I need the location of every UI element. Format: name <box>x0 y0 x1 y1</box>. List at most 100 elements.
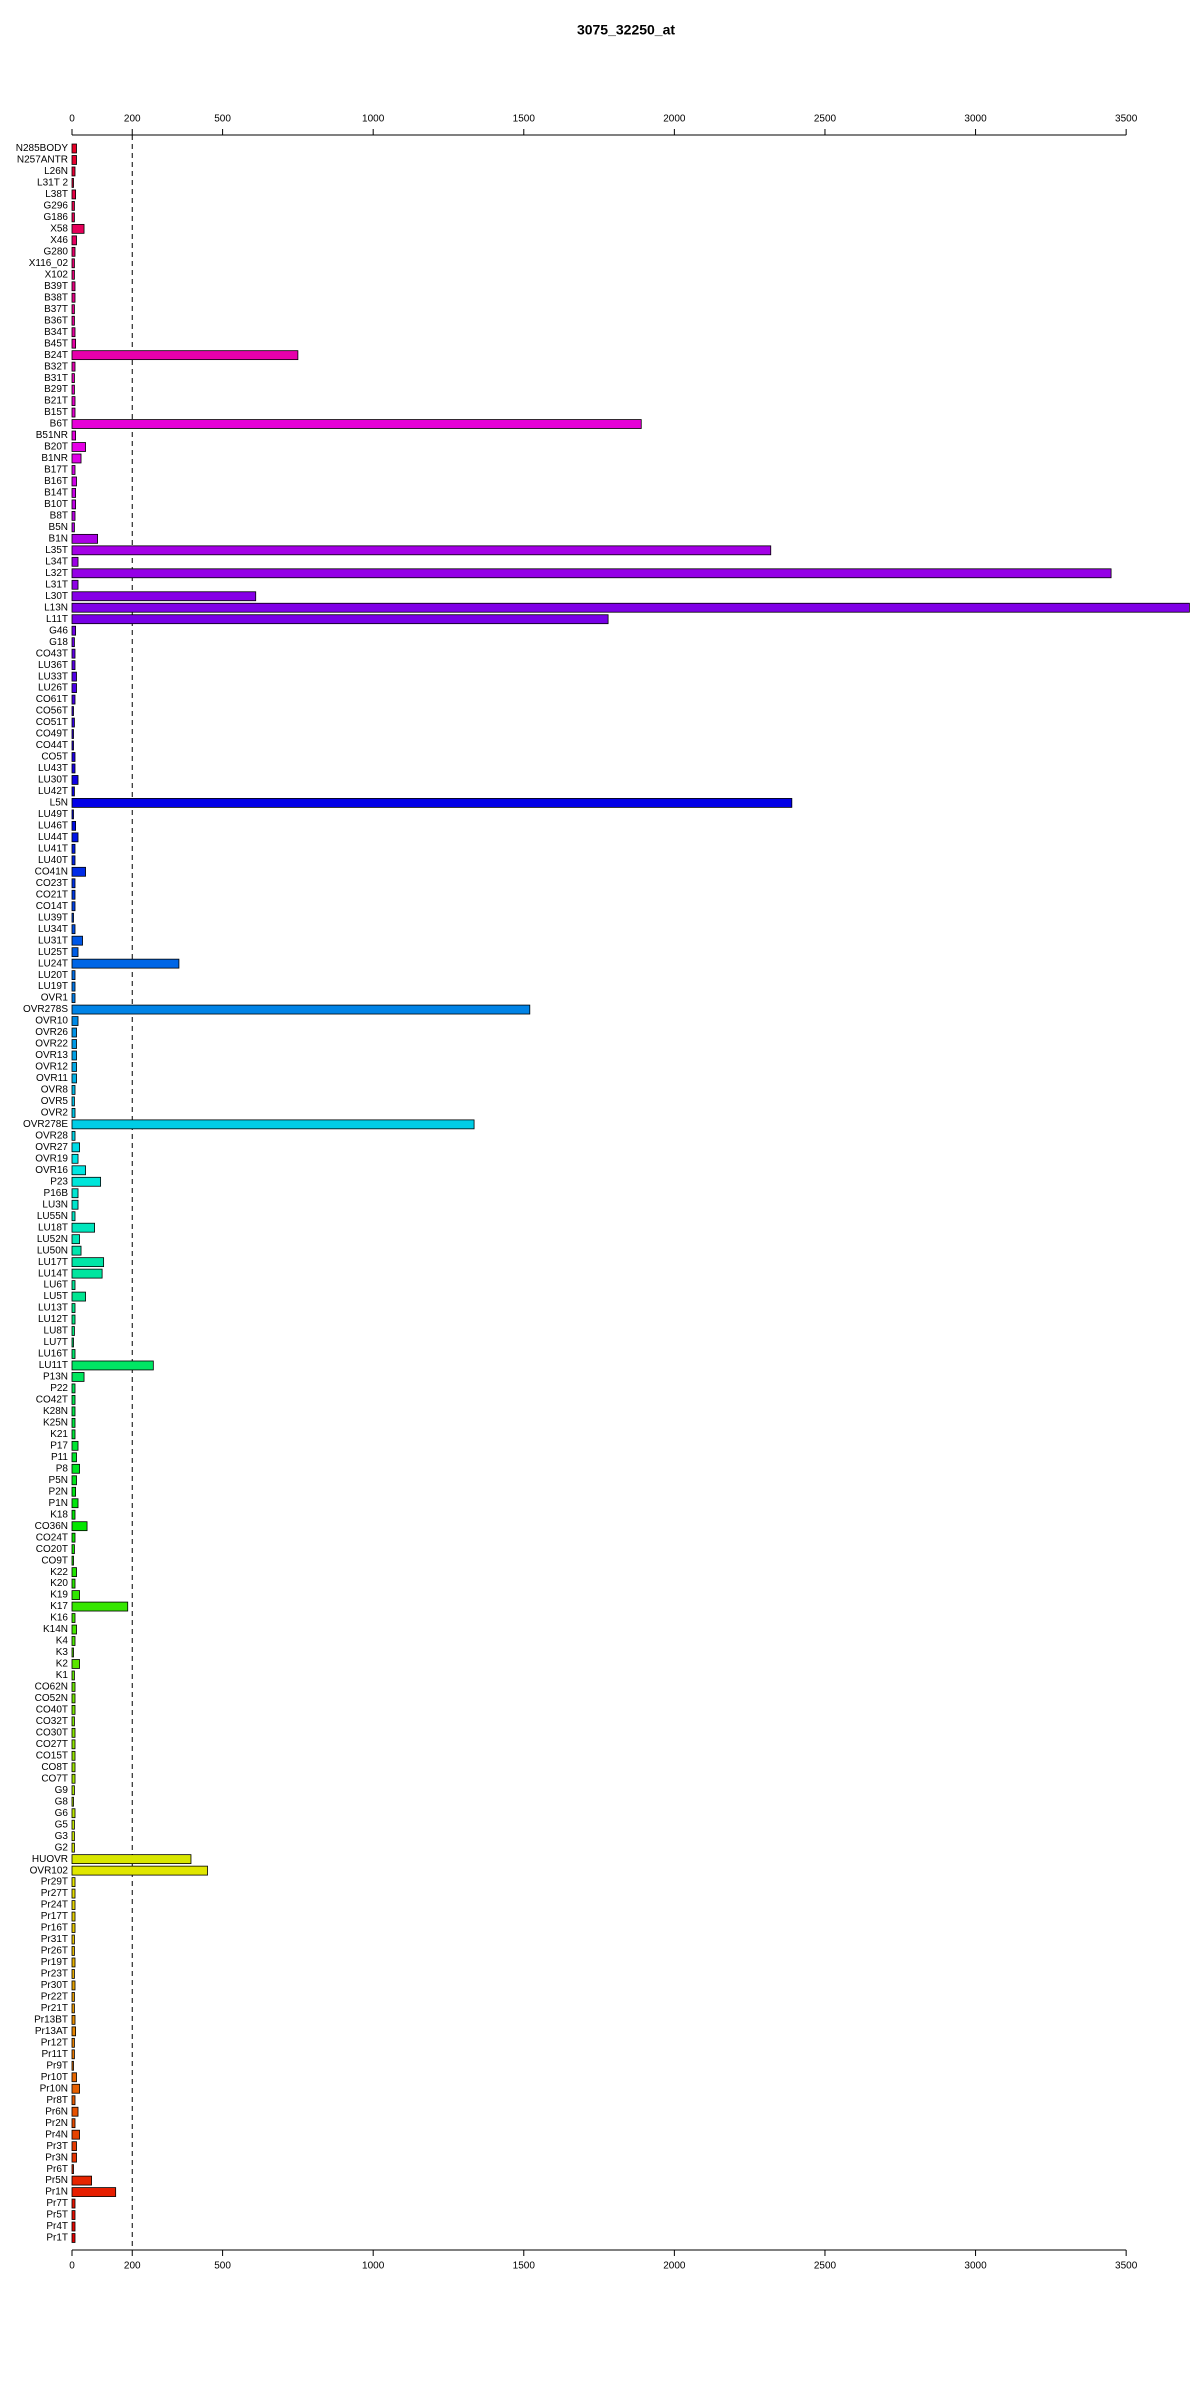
y-tick-label: LU16T <box>38 1349 68 1360</box>
x-tick-label: 3500 <box>1115 114 1138 125</box>
bar <box>71 1475 77 1486</box>
bar <box>71 1808 76 1819</box>
y-tick-label: LU8T <box>44 1326 68 1337</box>
y-tick-label: OVR16 <box>35 1165 68 1176</box>
bar <box>71 1647 74 1658</box>
y-tick-label: OVR10 <box>35 1016 68 1027</box>
y-tick-label: P13N <box>43 1372 68 1383</box>
y-tick-label: LU55N <box>37 1211 68 1222</box>
y-tick-label: L5N <box>50 798 68 809</box>
bar <box>71 1406 76 1417</box>
bar <box>71 1555 74 1566</box>
x-tick-label: 2500 <box>814 114 837 125</box>
bar <box>71 1050 77 1061</box>
y-tick-label: B21T <box>44 396 68 407</box>
y-tick-label: K19 <box>50 1590 68 1601</box>
bar <box>71 350 299 361</box>
y-tick-label: LU43T <box>38 763 68 774</box>
y-tick-label: K22 <box>50 1567 68 1578</box>
y-tick-label: CO40T <box>36 1705 68 1716</box>
y-tick-label: Pr10N <box>40 2083 68 2094</box>
y-tick-label: CO41N <box>35 866 68 877</box>
y-tick-label: CO24T <box>36 1532 68 1543</box>
y-tick-label: CO15T <box>36 1750 68 1761</box>
bar <box>71 2083 80 2094</box>
y-tick-label: B17T <box>44 465 68 476</box>
y-tick-label: G5 <box>55 1819 69 1830</box>
y-tick-label: K16 <box>50 1613 68 1624</box>
y-tick-label: L38T <box>45 189 68 200</box>
y-tick-label: CO44T <box>36 740 68 751</box>
bar <box>71 2014 76 2025</box>
y-tick-label: Pr23T <box>41 1969 68 1980</box>
bar <box>71 1452 77 1463</box>
y-tick-label: G296 <box>44 201 69 212</box>
y-tick-label: Pr19T <box>41 1957 68 1968</box>
y-tick-label: LU36T <box>38 660 68 671</box>
bar <box>71 212 75 223</box>
bar <box>71 2175 92 2186</box>
bar <box>71 2060 74 2071</box>
y-tick-label: G280 <box>44 246 69 257</box>
bar <box>71 1727 76 1738</box>
bar <box>71 419 642 429</box>
bar <box>71 1773 76 1784</box>
y-tick-label: B5N <box>49 522 68 533</box>
bar <box>71 1245 82 1256</box>
bar <box>71 407 76 418</box>
bar <box>71 832 79 843</box>
y-tick-label: L13N <box>44 602 68 613</box>
y-tick-label: X46 <box>50 235 68 246</box>
bar <box>71 178 74 188</box>
bar <box>71 442 86 452</box>
y-tick-label: LU41T <box>38 843 68 854</box>
y-tick-label: LU6T <box>44 1280 68 1291</box>
y-tick-label: Pr8T <box>46 2095 68 2106</box>
y-tick-label: LU52N <box>37 1234 68 1245</box>
y-tick-label: K1 <box>56 1670 69 1681</box>
bar <box>71 1842 75 1853</box>
bar <box>71 430 77 441</box>
bar <box>71 602 1190 613</box>
bar <box>71 1578 76 1589</box>
y-tick-label: CO8T <box>41 1762 68 1773</box>
bar <box>71 1911 76 1922</box>
bar <box>71 1257 105 1268</box>
bar <box>71 1314 76 1325</box>
y-tick-label: B36T <box>44 315 68 326</box>
x-tick-label: 1000 <box>362 114 385 125</box>
y-tick-label: LU46T <box>38 821 68 832</box>
y-tick-label: B31T <box>44 373 68 384</box>
y-tick-label: OVR27 <box>35 1142 68 1153</box>
y-tick-label: Pr3N <box>45 2152 68 2163</box>
bar <box>71 292 76 303</box>
bar <box>71 2198 76 2209</box>
y-tick-label: K25N <box>43 1418 68 1429</box>
bar <box>71 1108 76 1118</box>
y-tick-label: LU13T <box>38 1303 68 1314</box>
bar <box>71 866 86 877</box>
bar <box>71 1946 75 1956</box>
y-tick-label: CO52N <box>35 1693 68 1704</box>
y-tick-label: LU44T <box>38 832 68 843</box>
bar <box>71 1337 74 1348</box>
y-tick-label: K14N <box>43 1624 68 1635</box>
y-tick-label: K4 <box>56 1636 69 1647</box>
y-tick-label: B1N <box>49 533 68 544</box>
y-tick-label: L35T <box>45 545 68 556</box>
bar <box>71 1326 75 1336</box>
y-tick-label: OVR26 <box>35 1027 68 1038</box>
y-tick-label: LU30T <box>38 775 68 786</box>
bar <box>71 1486 77 1497</box>
y-tick-label: Pr1N <box>45 2187 68 2198</box>
y-tick-label: L30T <box>45 591 68 602</box>
bar <box>71 1670 75 1681</box>
y-tick-label: CO14T <box>36 901 68 912</box>
bar <box>71 1234 80 1245</box>
bar <box>71 1877 76 1887</box>
bar <box>71 1831 75 1842</box>
x-tick-label: 200 <box>124 114 141 125</box>
bar <box>71 223 85 234</box>
y-tick-label: CO5T <box>41 752 68 763</box>
bar <box>71 660 76 671</box>
